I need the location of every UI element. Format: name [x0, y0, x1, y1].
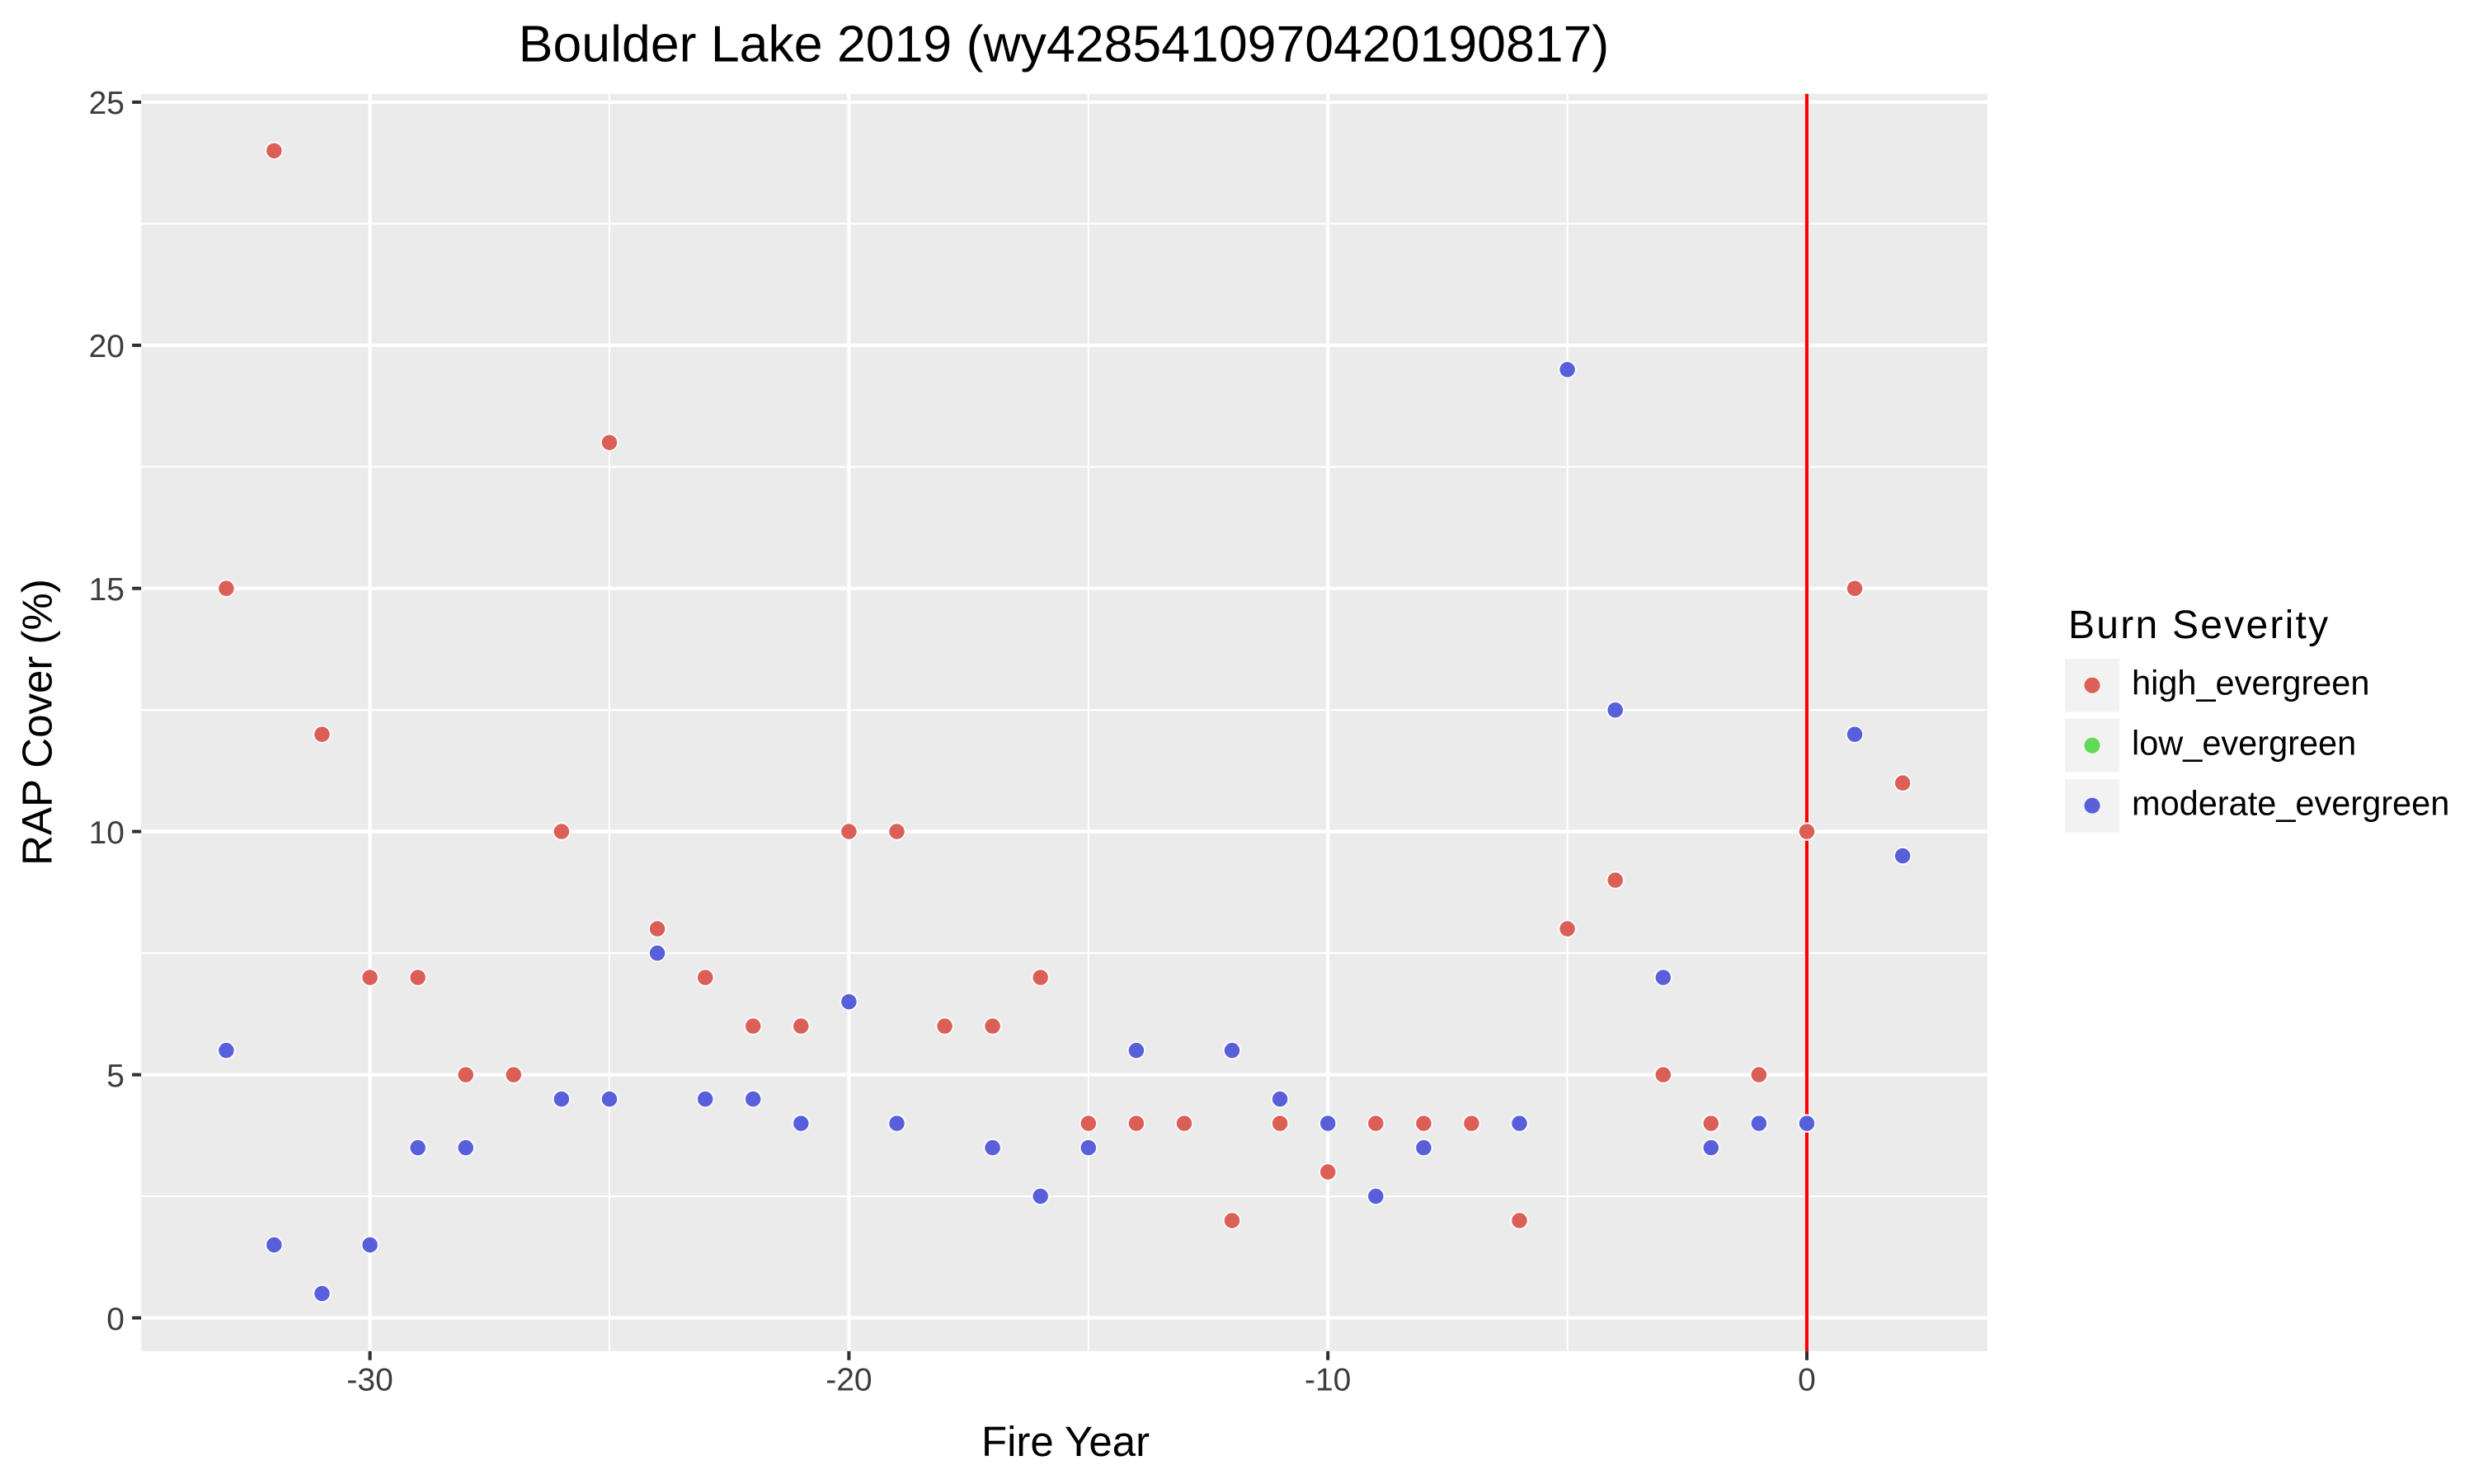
svg-text:0: 0	[1798, 1363, 1816, 1398]
svg-text:25: 25	[89, 86, 125, 121]
svg-text:high_evergreen: high_evergreen	[2132, 664, 2369, 702]
svg-text:-20: -20	[825, 1363, 872, 1398]
svg-text:Burn Severity: Burn Severity	[2068, 603, 2330, 647]
svg-text:0: 0	[106, 1302, 125, 1337]
svg-text:Boulder Lake 2019 (wy428541097: Boulder Lake 2019 (wy4285410970420190817…	[519, 16, 1610, 73]
svg-text:15: 15	[89, 572, 125, 608]
svg-text:20: 20	[89, 329, 125, 364]
svg-text:-10: -10	[1305, 1363, 1351, 1398]
svg-text:10: 10	[89, 815, 125, 851]
svg-text:RAP Cover (%): RAP Cover (%)	[14, 579, 61, 866]
svg-text:-30: -30	[346, 1363, 393, 1398]
svg-text:low_evergreen: low_evergreen	[2132, 724, 2356, 763]
svg-text:Fire Year: Fire Year	[981, 1418, 1150, 1465]
svg-text:moderate_evergreen: moderate_evergreen	[2132, 784, 2449, 823]
svg-text:5: 5	[106, 1059, 125, 1094]
